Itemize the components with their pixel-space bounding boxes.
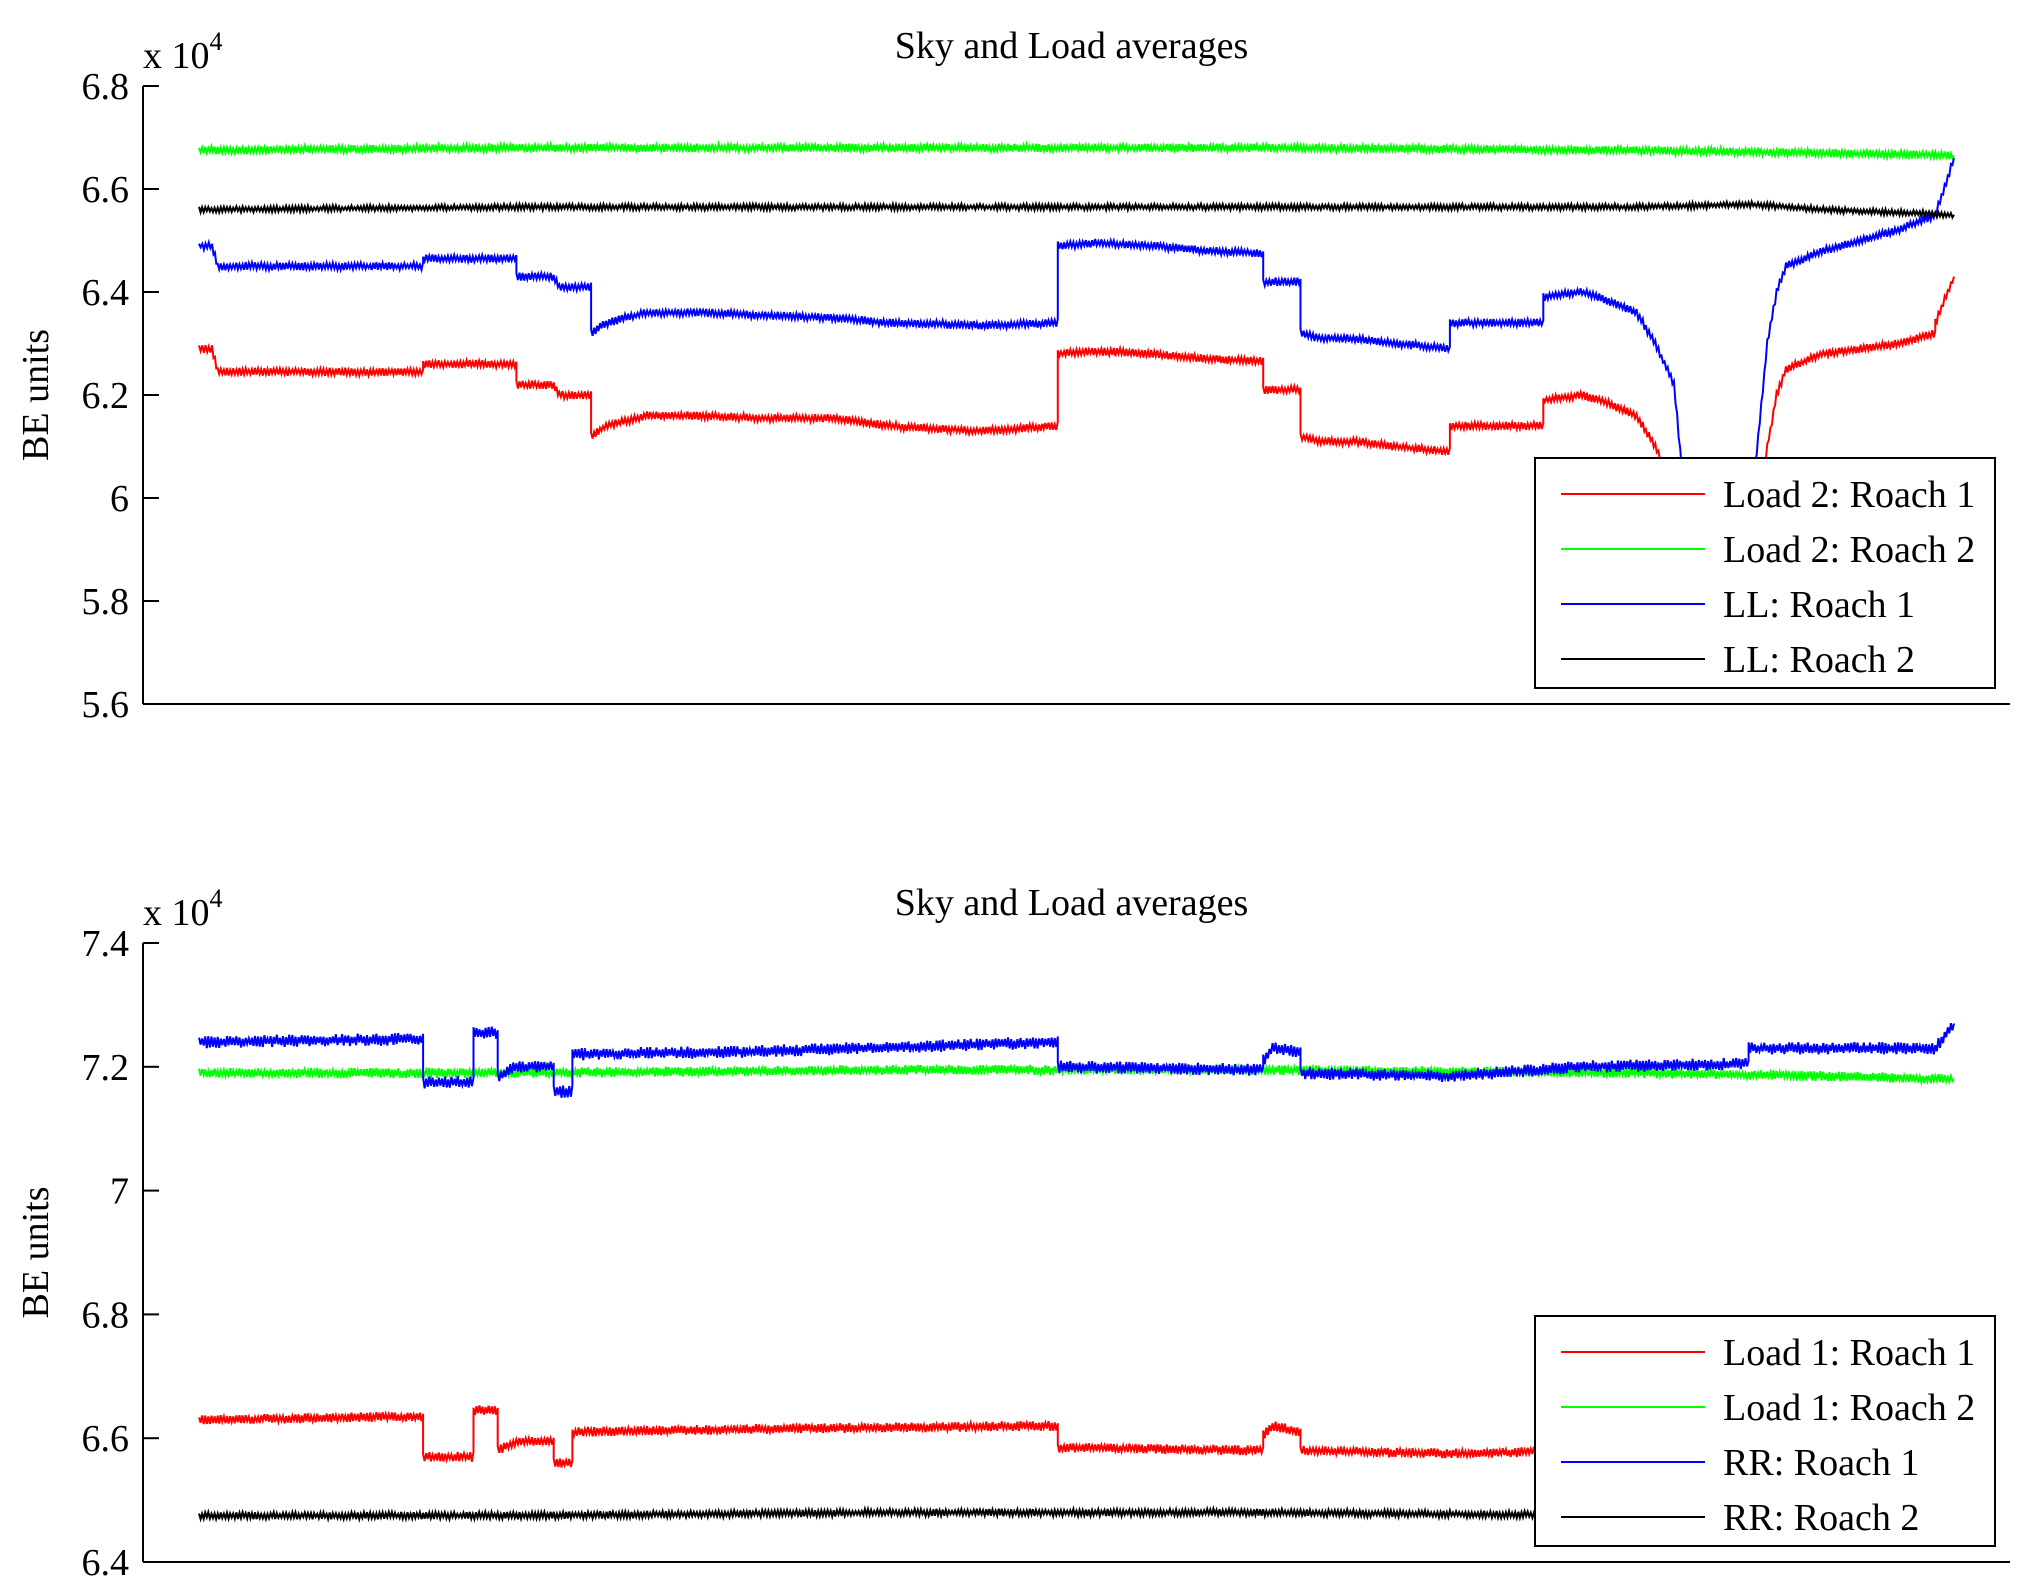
y-multiplier: x 104 bbox=[143, 884, 223, 934]
top-chart-panel: Sky and Load averages 6.8 6.6 6.4 6.2 6 5.8 5.6… bbox=[15, 25, 2010, 726]
y-tick-label: 6 bbox=[110, 478, 129, 520]
y-tick-label: 6.8 bbox=[82, 66, 130, 108]
legend-entry: LL: Roach 2 bbox=[1723, 639, 1915, 681]
legend-entry: Load 1: Roach 1 bbox=[1723, 1332, 1975, 1374]
series-line-ll-roach-2 bbox=[198, 198, 1955, 221]
series-line-load-2-roach-2 bbox=[198, 139, 1955, 162]
legend-entry: Load 1: Roach 2 bbox=[1723, 1387, 1975, 1429]
y-tick-label: 6.2 bbox=[82, 375, 130, 417]
series-line-load-1-roach-1 bbox=[198, 1405, 1750, 1469]
legend-entry: Load 2: Roach 2 bbox=[1723, 529, 1975, 571]
y-tick-label: 7.2 bbox=[82, 1047, 130, 1089]
legend-entry: LL: Roach 1 bbox=[1723, 584, 1915, 626]
y-tick-label: 7 bbox=[110, 1171, 129, 1213]
series-line-rr-roach-2 bbox=[198, 1504, 1750, 1524]
y-tick-label: 6.8 bbox=[82, 1294, 130, 1336]
legend-entry: Load 2: Roach 1 bbox=[1723, 474, 1975, 516]
bottom-chart-panel: Sky and Load averages 7.4 7.2 7 6.8 6.6 6.4 x 1… bbox=[15, 882, 2010, 1584]
legend: Load 1: Roach 1 Load 1: Roach 2 RR: Roach … bbox=[1534, 1315, 1996, 1547]
y-tick-label: 6.4 bbox=[82, 272, 130, 314]
y-tick-label: 7.4 bbox=[82, 923, 130, 965]
legend-box bbox=[1534, 457, 1996, 689]
legend: Load 2: Roach 1 Load 2: Roach 2 LL: Roach … bbox=[1534, 457, 1996, 689]
y-multiplier: x 104 bbox=[143, 27, 223, 77]
y-tick-label: 5.6 bbox=[82, 684, 130, 726]
chart-title: Sky and Load averages bbox=[895, 25, 1249, 67]
series-line-ll-roach-1 bbox=[198, 157, 1955, 582]
y-axis-label: BE units bbox=[15, 329, 57, 461]
legend-box bbox=[1534, 1315, 1996, 1547]
y-axis-label: BE units bbox=[15, 1187, 57, 1319]
y-tick-label: 6.4 bbox=[82, 1542, 130, 1584]
y-tick-label: 6.6 bbox=[82, 169, 130, 211]
legend-entry: RR: Roach 1 bbox=[1723, 1442, 1919, 1484]
y-tick-label: 6.6 bbox=[82, 1418, 130, 1460]
legend-entry: RR: Roach 2 bbox=[1723, 1497, 1919, 1539]
series-line-rr-roach-1 bbox=[198, 1022, 1955, 1098]
chart-title: Sky and Load averages bbox=[895, 882, 1249, 924]
y-tick-label: 5.8 bbox=[82, 581, 130, 623]
